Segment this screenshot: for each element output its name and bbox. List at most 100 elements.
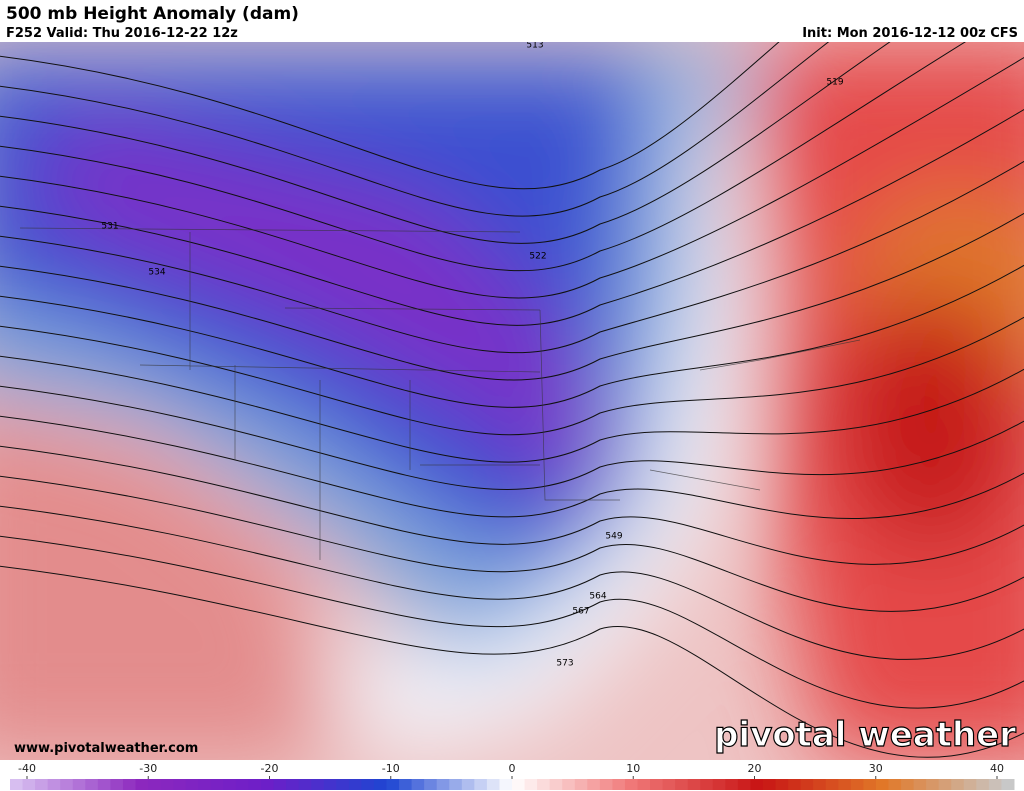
colorbar-swatch [549, 779, 563, 790]
contour-line [0, 212, 1024, 381]
colorbar-swatch [800, 779, 814, 790]
colorbar-swatch [97, 779, 111, 790]
colorbar-swatch [926, 779, 940, 790]
colorbar-swatch [599, 779, 613, 790]
colorbar-swatch [273, 779, 287, 790]
colorbar-swatch [875, 779, 889, 790]
colorbar-tick-label: 10 [626, 762, 640, 775]
contour-line [0, 535, 1024, 709]
colorbar-swatch [135, 779, 149, 790]
colorbar-swatch [988, 779, 1002, 790]
colorbar-swatch [47, 779, 61, 790]
colorbar-swatch [850, 779, 864, 790]
colorbar-swatch [348, 779, 362, 790]
colorbar-swatch [424, 779, 438, 790]
colorbar-swatch [750, 779, 764, 790]
colorbar-swatch [587, 779, 601, 790]
contour-label: 549 [605, 532, 622, 542]
colorbar-swatch [185, 779, 199, 790]
colorbar-swatch [173, 779, 187, 790]
colorbar-swatch [10, 779, 24, 790]
contour-line [0, 108, 1024, 326]
colorbar-swatch [512, 779, 526, 790]
colorbar-swatch [198, 779, 212, 790]
website: www.pivotalweather.com [14, 741, 198, 756]
colorbar-swatch [210, 779, 224, 790]
colorbar-swatch [825, 779, 839, 790]
contour-line [0, 445, 1024, 565]
colorbar-swatch [298, 779, 312, 790]
colorbar-swatch [336, 779, 350, 790]
logo: pivotal weather [714, 715, 1016, 755]
colorbar-swatch [612, 779, 626, 790]
colorbar-swatch [700, 779, 714, 790]
colorbar-swatch [888, 779, 902, 790]
init-time: Init: Mon 2016-12-12 00z CFS [802, 26, 1018, 41]
colorbar-swatch [60, 779, 74, 790]
colorbar-swatch [524, 779, 538, 790]
colorbar-swatch [838, 779, 852, 790]
colorbar-swatch [411, 779, 425, 790]
colorbar-swatch [361, 779, 375, 790]
colorbar-swatch [624, 779, 638, 790]
colorbar-swatch [574, 779, 588, 790]
contour-label: 531 [101, 222, 118, 232]
colorbar-swatch [235, 779, 249, 790]
colorbar-swatch [486, 779, 500, 790]
colorbar-tick-label: 40 [990, 762, 1004, 775]
colorbar-swatch [1001, 779, 1015, 790]
colorbar-swatch [813, 779, 827, 790]
colorbar-swatch [562, 779, 576, 790]
contour-label: 564 [589, 592, 606, 602]
colorbar-swatch [863, 779, 877, 790]
colorbar-swatch [788, 779, 802, 790]
colorbar-swatch [461, 779, 475, 790]
colorbar-swatch [763, 779, 777, 790]
contour-line [0, 42, 780, 190]
colorbar-swatch [160, 779, 174, 790]
colorbar-swatch [35, 779, 49, 790]
colorbar-swatch [436, 779, 450, 790]
colorbar-swatch [261, 779, 275, 790]
colorbar-swatch [110, 779, 124, 790]
colorbar-swatch [148, 779, 162, 790]
colorbar-swatch [675, 779, 689, 790]
contour-line [0, 264, 1024, 408]
valid-time: F252 Valid: Thu 2016-12-22 12z [6, 26, 238, 41]
colorbar-tick-label: 0 [509, 762, 516, 775]
colorbar-swatch [963, 779, 977, 790]
colorbar-tick-label: 20 [748, 762, 762, 775]
colorbar-swatch [323, 779, 337, 790]
contour-line [0, 316, 1024, 436]
contour-line [0, 42, 891, 244]
colorbar-swatch [122, 779, 136, 790]
colorbar-swatch [662, 779, 676, 790]
contour-label: 513 [526, 41, 543, 51]
colorbar-swatch [449, 779, 463, 790]
contour-line [0, 42, 966, 272]
contour-line [0, 42, 830, 217]
colorbar-swatch [725, 779, 739, 790]
colorbar-tick-label: -40 [18, 762, 36, 775]
colorbar-swatch [901, 779, 915, 790]
colorbar-swatch [311, 779, 325, 790]
colorbar-swatch [386, 779, 400, 790]
colorbar-swatch [373, 779, 387, 790]
colorbar-tick-label: -10 [382, 762, 400, 775]
contour-line [0, 415, 1024, 520]
contour-line [0, 355, 1024, 463]
colorbar-swatch [737, 779, 751, 790]
colorbar-tick-label: -20 [261, 762, 279, 775]
colorbar-swatch [687, 779, 701, 790]
contour-line [0, 475, 1024, 612]
contour-label: 567 [572, 607, 589, 617]
colorbar-swatch [85, 779, 99, 790]
contour-line [0, 57, 1024, 299]
colorbar-swatch [637, 779, 651, 790]
contour-line [0, 385, 1024, 491]
contour-label: 534 [148, 268, 165, 278]
colorbar-swatch [499, 779, 513, 790]
